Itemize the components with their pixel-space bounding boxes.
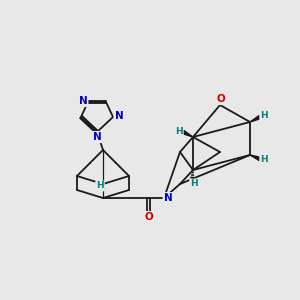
Text: N: N [79,96,87,106]
Polygon shape [182,130,193,137]
Text: H: H [260,112,268,121]
Text: O: O [217,94,225,104]
Text: O: O [145,212,153,222]
Polygon shape [250,116,261,122]
Text: H: H [190,179,198,188]
Polygon shape [250,155,261,160]
Text: N: N [93,132,101,142]
Text: N: N [164,193,172,203]
Text: H: H [96,182,104,190]
Text: H: H [175,127,183,136]
Text: N: N [115,111,123,121]
Text: H: H [260,155,268,164]
